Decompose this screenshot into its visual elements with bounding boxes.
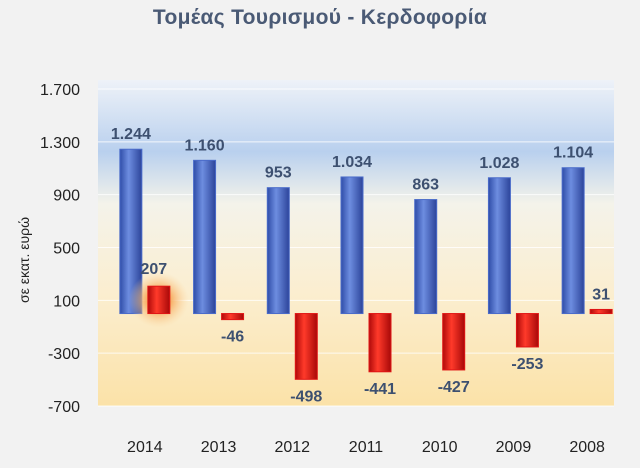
bar-series-2: [589, 308, 613, 315]
x-tick-label: 2008: [569, 439, 605, 456]
data-label: 1.244: [111, 126, 151, 143]
bar-series-1: [487, 177, 511, 315]
x-tick-label: 2010: [422, 439, 458, 456]
x-tick-label: 2012: [274, 439, 310, 456]
x-tick-label: 2013: [201, 439, 237, 456]
bar-series-2: [147, 285, 171, 315]
data-label: -427: [438, 379, 470, 396]
data-label: 863: [412, 177, 439, 194]
data-label: 31: [592, 286, 610, 303]
bar-series-1: [414, 199, 438, 315]
bar-series-2: [442, 313, 466, 371]
data-label: 1.160: [185, 137, 225, 154]
y-tick-label: -700: [48, 399, 80, 416]
y-tick-label: 100: [53, 293, 80, 310]
data-label: -46: [221, 329, 244, 346]
data-label: 953: [265, 165, 292, 182]
x-tick-label: 2009: [496, 439, 532, 456]
y-tick-labels: 1.700 1.300 900 500 100 -300 -700: [40, 82, 80, 416]
y-tick-label: 1.300: [40, 135, 80, 152]
data-label: 1.104: [553, 145, 593, 162]
data-label: 207: [141, 261, 168, 278]
bar-series-1: [193, 159, 217, 315]
bar-series-2: [221, 313, 245, 321]
y-tick-label: 1.700: [40, 82, 80, 99]
bar-series-1: [266, 187, 290, 315]
bar-series-1: [340, 176, 364, 315]
chart-title: Τομέας Τουρισμού - Κερδοφορία: [152, 6, 488, 29]
bar-series-2: [515, 313, 539, 348]
bars: [119, 148, 613, 380]
x-tick-label: 2011: [349, 439, 384, 456]
data-label: 1.034: [332, 154, 372, 171]
data-label: -253: [511, 356, 543, 373]
bar-series-2: [368, 313, 392, 373]
data-label: 1.028: [479, 155, 519, 172]
value-labels: 1.244 207 1.160 -46 953 -498 1.034 -441 863 -427 1…: [111, 126, 610, 405]
y-tick-label: 500: [53, 241, 80, 258]
bar-series-1: [561, 167, 585, 315]
data-label: -498: [290, 388, 322, 405]
x-tick-label: 2014: [127, 439, 163, 456]
bar-series-2: [294, 313, 318, 380]
y-tick-label: -300: [48, 346, 80, 363]
y-tick-label: 900: [53, 188, 80, 205]
data-label: -441: [364, 381, 396, 398]
x-tick-labels: 2014 2013 2012 2011 2010 2009 2008: [127, 439, 605, 456]
bar-series-1: [119, 148, 143, 315]
